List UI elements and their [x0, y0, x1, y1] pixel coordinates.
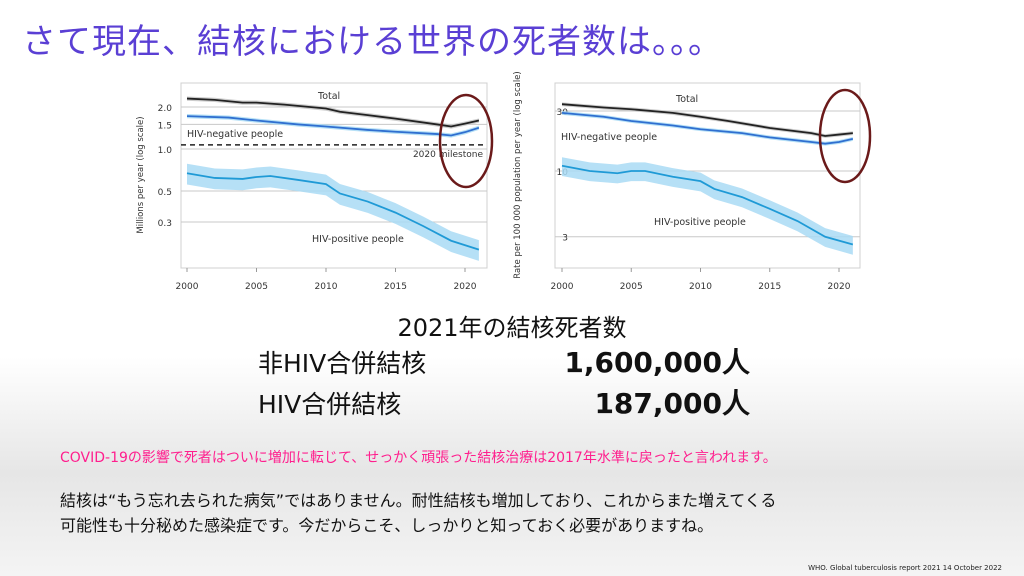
milestone-label: 2020 milestone — [413, 150, 483, 160]
y-tick-label: 0.5 — [158, 188, 172, 198]
series-line-hiv-positive-people — [186, 172, 480, 251]
chart-deaths-millions: 0.3 0.5 1.0 1.5 2.0 2000 2005 2010 2015 2020 Milli… — [136, 82, 494, 292]
series-label: HIV-negative people — [561, 132, 657, 143]
x-tick-label: 2015 — [758, 282, 781, 292]
y-axis-label: Millions per year (log scale) — [136, 116, 146, 233]
hiv-positive-value: 187,000人 — [594, 387, 750, 420]
series-label: HIV-positive people — [654, 217, 746, 228]
series-line-hiv-negative-people — [186, 115, 480, 137]
uncertainty-band-hiv-positive-people — [187, 163, 479, 261]
series-label: HIV-negative people — [187, 129, 283, 140]
paragraph-line-1: 結核は“もう忘れ去られた病気”ではありません。耐性結核も増加しており、これからま… — [60, 491, 777, 510]
y-tick-label: 0.3 — [158, 219, 172, 229]
y-axis-label: Rate per 100 000 population per year (lo… — [513, 71, 523, 278]
plot-frame — [554, 82, 861, 269]
hiv-negative-label: 非HIV合併結核 — [258, 349, 427, 378]
chart-deaths-rate: 3103020002005201020152020Rate per 100 00… — [513, 71, 872, 292]
series-label: Total — [317, 91, 340, 102]
covid-note: COVID-19の影響で死者はついに増加に転じて、せっかく頑張った結核治療は20… — [60, 450, 777, 466]
y-tick-label: 1.5 — [158, 121, 172, 131]
hiv-negative-value: 1,600,000人 — [564, 346, 750, 379]
hiv-positive-label: HIV合併結核 — [258, 390, 402, 419]
uncertainty-band-hiv-positive-people — [562, 157, 853, 255]
series-label: Total — [675, 94, 698, 105]
x-tick-label: 2000 — [176, 282, 199, 292]
summary-heading: 2021年の結核死者数 — [397, 314, 627, 342]
x-tick-label: 2010 — [315, 282, 338, 292]
x-tick-label: 2015 — [384, 282, 407, 292]
source-citation: WHO. Global tuberculosis report 2021 14 … — [808, 564, 1002, 572]
paragraph-line-2: 可能性も十分秘めた感染症です。今だからこそ、しっかりと知っておく必要がありますね… — [60, 516, 714, 535]
x-tick-label: 2005 — [245, 282, 268, 292]
series-line-total — [561, 103, 853, 137]
x-tick-label: 2005 — [620, 282, 643, 292]
x-tick-label: 2000 — [551, 282, 574, 292]
series-line-hiv-negative-people — [561, 111, 854, 145]
highlight-circle — [818, 88, 872, 184]
y-tick-label: 3 — [562, 234, 568, 244]
highlight-circle — [438, 93, 494, 189]
slide-title: さて現在、結核における世界の死者数は。。。 — [22, 22, 723, 62]
x-tick-label: 2020 — [454, 282, 477, 292]
y-tick-label: 1.0 — [158, 146, 173, 156]
plot-frame — [180, 82, 488, 269]
uncertainty-band-hiv-negative-people — [562, 110, 853, 146]
y-tick-label: 2.0 — [158, 104, 173, 114]
x-tick-label: 2020 — [828, 282, 851, 292]
series-label: HIV-positive people — [312, 234, 404, 245]
series-line-total — [186, 97, 480, 128]
series-line-hiv-positive-people — [561, 164, 854, 246]
x-tick-label: 2010 — [689, 282, 712, 292]
